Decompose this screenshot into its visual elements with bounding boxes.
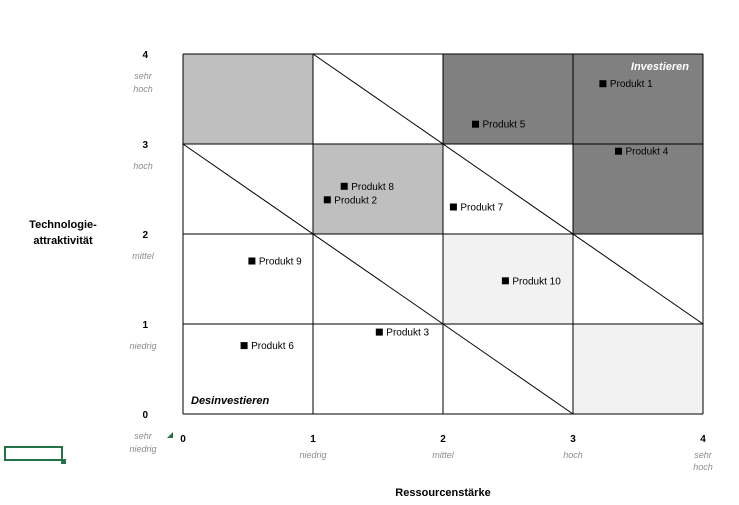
point-label-10: Produkt 6	[251, 341, 294, 352]
y-tick-word-1: niedrig	[129, 341, 156, 351]
shaded-cell-3	[573, 54, 703, 144]
x-tick-label-4: 4	[700, 434, 706, 445]
point-marker-5	[323, 196, 331, 204]
diagonal-line-0	[182, 143, 574, 415]
point-marker-3	[615, 147, 622, 155]
desinvestieren-label: Desinvestieren	[191, 395, 270, 407]
point-label-8: Produkt 10	[512, 276, 561, 287]
shaded-cell-0	[183, 54, 313, 144]
point-marker-9	[375, 328, 383, 336]
y-tick-label-1: 1	[142, 320, 148, 331]
selected-cell-outline[interactable]	[4, 446, 63, 461]
y-axis-title: Technologie-attraktivität	[29, 219, 97, 247]
point-label-2: Produkt 5	[483, 120, 526, 131]
y-tick-word-3: hoch	[133, 161, 153, 171]
point-marker-1	[599, 80, 607, 88]
point-label-9: Produkt 3	[386, 328, 429, 339]
point-label-3: Produkt 4	[626, 147, 669, 158]
point-label-1: Produkt 1	[610, 79, 653, 90]
fill-handle[interactable]	[61, 459, 66, 464]
point-marker-8	[501, 277, 509, 285]
point-label-5: Produkt 2	[334, 195, 377, 206]
point-marker-4	[340, 182, 348, 190]
shaded-cell-6	[573, 324, 703, 414]
tick-labels-layer: 0 sehr niedrig 1 niedrig 2 mittel 3 hoch 4 sehr hoc…	[129, 50, 712, 472]
point-label-6: Produkt 7	[460, 203, 503, 214]
x-tick-word-4: sehr hoch	[693, 450, 713, 472]
y-tick-label-3: 3	[142, 140, 148, 151]
x-tick-label-1: 1	[310, 434, 316, 445]
diagonal-lines-layer	[182, 53, 704, 415]
shaded-cell-2	[443, 54, 573, 144]
points-layer: Produkt 1 Produkt 5 Produkt 4 Produkt 8 Prod…	[240, 79, 669, 352]
y-tick-label-0: 0	[142, 410, 148, 421]
cell-error-triangle-icon	[167, 432, 173, 438]
point-marker-7	[248, 257, 256, 265]
point-label-7: Produkt 9	[259, 257, 302, 268]
shaded-cell-4	[573, 144, 703, 234]
x-tick-word-3: hoch	[563, 450, 583, 460]
point-marker-2	[472, 120, 479, 128]
x-tick-label-3: 3	[570, 434, 576, 445]
x-axis-title: Ressourcenstärke	[395, 487, 490, 499]
x-tick-label-2: 2	[440, 434, 446, 445]
point-marker-6	[449, 203, 457, 211]
investieren-label: Investieren	[631, 61, 689, 73]
y-tick-word-2: mittel	[132, 251, 155, 261]
y-tick-label-4: 4	[142, 50, 148, 61]
point-marker-10	[240, 342, 248, 350]
shaded-cell-1	[313, 144, 443, 234]
diagonal-line-1	[312, 53, 704, 325]
point-label-4: Produkt 8	[351, 182, 394, 193]
x-tick-word-2: mittel	[432, 450, 455, 460]
x-tick-word-1: niedrig	[299, 450, 326, 460]
y-tick-label-2: 2	[142, 230, 148, 241]
y-tick-word-0: sehr niedrig	[129, 431, 156, 454]
x-tick-label-0: 0	[180, 434, 186, 445]
y-tick-word-4: sehr hoch	[133, 71, 153, 94]
